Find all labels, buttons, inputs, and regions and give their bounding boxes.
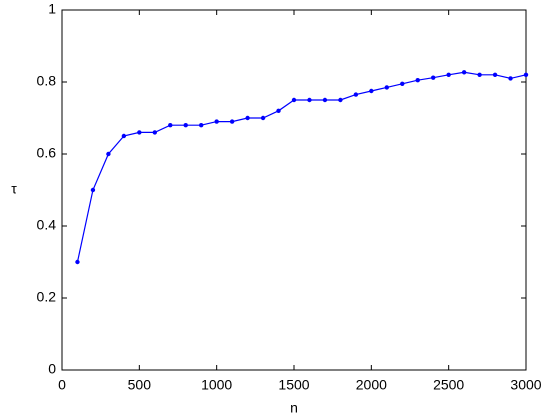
data-point [152,130,157,135]
data-point [276,108,281,114]
data-point [369,88,374,94]
data-point [245,115,250,121]
y-tick-label: 0.8 [37,73,57,89]
data-point [477,72,482,78]
y-tick-label: 0.6 [37,145,57,161]
data-point [523,72,529,78]
data-point [90,187,96,193]
y-tick-label: 0.2 [37,289,57,305]
x-axis-label: n [290,400,298,416]
data-point [492,72,498,78]
y-axis-label: τ [11,181,17,197]
data-point [106,151,111,157]
data-point [168,123,173,128]
data-point [322,97,328,103]
y-tick-label: 0 [48,361,56,377]
data-point [75,259,80,265]
data-point [214,119,219,124]
data-point [431,75,436,80]
x-tick-label: 1500 [278,377,309,393]
data-point [199,123,204,128]
data-point [415,78,420,83]
data-point [307,97,312,103]
x-tick-label: 1000 [201,377,232,393]
data-point [353,92,359,97]
data-point [461,70,467,75]
data-line [76,71,527,263]
x-tick-label: 3000 [510,377,541,393]
x-tick-label: 0 [58,377,66,393]
data-point [121,133,127,139]
y-tick-label: 0.4 [37,217,57,233]
plot-box [61,9,527,371]
x-tick-label: 500 [128,377,152,393]
data-point [260,115,266,121]
data-point [400,81,405,87]
x-tick-label: 2000 [356,377,387,393]
x-tick-label: 2500 [433,377,464,393]
data-point [384,85,389,90]
data-point [338,97,343,103]
data-point [229,119,235,124]
data-point [137,130,142,135]
data-point [183,123,188,128]
data-point [291,97,297,103]
y-tick-label: 1 [48,1,56,17]
data-point [508,76,513,81]
data-point [446,72,451,78]
